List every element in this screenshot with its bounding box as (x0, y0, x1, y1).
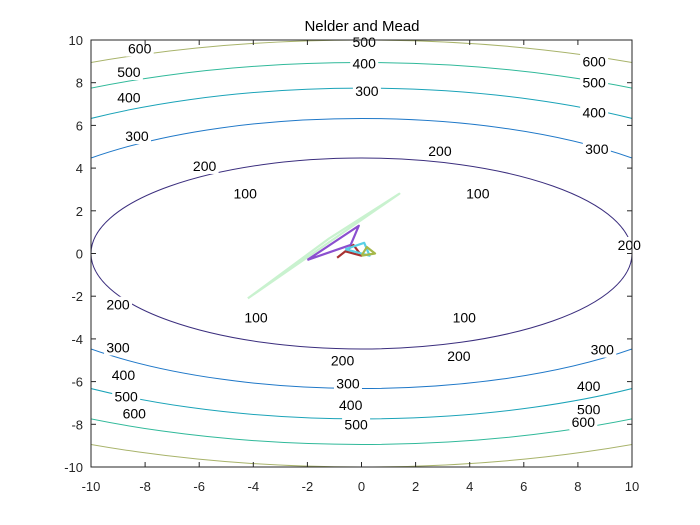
contour-label-bg (350, 34, 379, 51)
contour-label-bg (580, 74, 609, 91)
contour-label-bg (615, 236, 644, 253)
x-tick-label: -8 (139, 479, 151, 494)
contour-label-bg (114, 64, 143, 81)
simplex-path-4 (344, 241, 371, 257)
contour-label-bg (425, 143, 454, 160)
contour-label: 400 (582, 105, 606, 121)
x-tick-label: 8 (574, 479, 581, 494)
y-tick-label: -6 (71, 375, 83, 390)
contour-level-100 (91, 157, 632, 350)
y-tick-label: -10 (64, 460, 83, 475)
contour-label-bg (231, 185, 260, 202)
contour-label: 100 (453, 310, 477, 326)
y-tick-label: 2 (76, 204, 83, 219)
contour-label-bg (109, 367, 138, 384)
contour-label-bg (104, 296, 133, 313)
x-tick-label: 6 (520, 479, 527, 494)
chart-title: Nelder and Mead (304, 18, 419, 35)
contour-label: 200 (331, 352, 355, 368)
contour-label: 200 (447, 348, 471, 364)
contour-label: 500 (353, 34, 377, 50)
contour-label-bg (582, 140, 611, 157)
contour-label-bg (125, 40, 154, 57)
contour-label-bg (463, 185, 492, 202)
contour-label: 500 (114, 389, 138, 405)
contour-label-bg (336, 397, 365, 414)
contour-label: 300 (355, 83, 379, 99)
y-tick-label: 6 (76, 118, 83, 133)
contour-label-bg (580, 104, 609, 121)
y-tick-label: -4 (71, 332, 83, 347)
y-tick-label: 0 (76, 247, 83, 262)
contour-label-bg (569, 414, 598, 431)
x-tick-label: 2 (412, 479, 419, 494)
contour-label-bg (342, 416, 371, 433)
contour-label-bg (450, 309, 479, 326)
x-tick-label: 10 (625, 479, 639, 494)
x-tick-label: -2 (302, 479, 314, 494)
contour-label-bg (574, 401, 603, 418)
contour-label-bg (350, 55, 379, 72)
contour-label: 300 (591, 342, 615, 358)
contour-label: 400 (339, 397, 363, 413)
contour-label: 500 (582, 75, 606, 91)
contour-label: 600 (572, 414, 596, 430)
contour-label: 400 (112, 367, 136, 383)
contour-label-bg (122, 128, 151, 145)
contour-label-bg (580, 53, 609, 70)
contour-label-bg (333, 375, 362, 392)
simplex-path-1 (247, 192, 401, 300)
contour-label: 500 (577, 401, 601, 417)
contour-label: 600 (123, 406, 147, 422)
contour-label-bg (574, 377, 603, 394)
contour-label-bg (444, 347, 473, 364)
contour-label-bg (114, 89, 143, 106)
contour-label-bg (242, 309, 271, 326)
contour-label: 100 (466, 186, 490, 202)
y-tick-label: -8 (71, 417, 83, 432)
contour-label: 600 (582, 53, 606, 69)
contour-label-bg (190, 157, 219, 174)
contour-label: 600 (128, 41, 152, 57)
contour-label: 200 (428, 143, 452, 159)
simplex-paths (247, 192, 401, 300)
y-tick-label: 10 (69, 33, 83, 48)
x-tick-label: -6 (193, 479, 205, 494)
contour-label: 300 (585, 141, 609, 157)
contour-label-bg (352, 83, 381, 100)
contour-label: 300 (336, 376, 360, 392)
contour-label-bg (588, 341, 617, 358)
contour-label: 300 (106, 339, 130, 355)
x-tick-label: 4 (466, 479, 473, 494)
contour-label: 400 (577, 378, 601, 394)
contour-labels: 6005004003002001005004003002001006005004… (104, 34, 644, 433)
contour-label-bg (104, 339, 133, 356)
contour-label: 100 (244, 310, 268, 326)
contour-label-bg (120, 405, 149, 422)
y-tick-label: 4 (76, 161, 83, 176)
contour-label: 200 (106, 297, 130, 313)
axis-ticks: -10 -8 -6 -4 -2 0 2 4 6 8 10 -10 -8 -6 -4 -2 0 2 4 6 8 10 (64, 33, 639, 494)
contour-label: 500 (117, 64, 141, 80)
simplex-path-5 (360, 245, 377, 257)
x-tick-label: -4 (248, 479, 260, 494)
y-tick-label: 8 (76, 76, 83, 91)
contour-label: 200 (193, 158, 217, 174)
y-tick-label: -2 (71, 289, 83, 304)
x-tick-label: 0 (358, 479, 365, 494)
contour-label: 400 (117, 90, 141, 106)
contour-label-bg (328, 352, 357, 369)
simplex-path-2 (306, 224, 360, 261)
x-tick-label: -10 (82, 479, 101, 494)
contour-label: 200 (618, 237, 642, 253)
contour-label: 500 (344, 416, 368, 432)
contour-label: 300 (125, 128, 149, 144)
contour-label-bg (112, 388, 141, 405)
contour-label: 100 (234, 186, 258, 202)
contour-label: 400 (353, 55, 377, 71)
